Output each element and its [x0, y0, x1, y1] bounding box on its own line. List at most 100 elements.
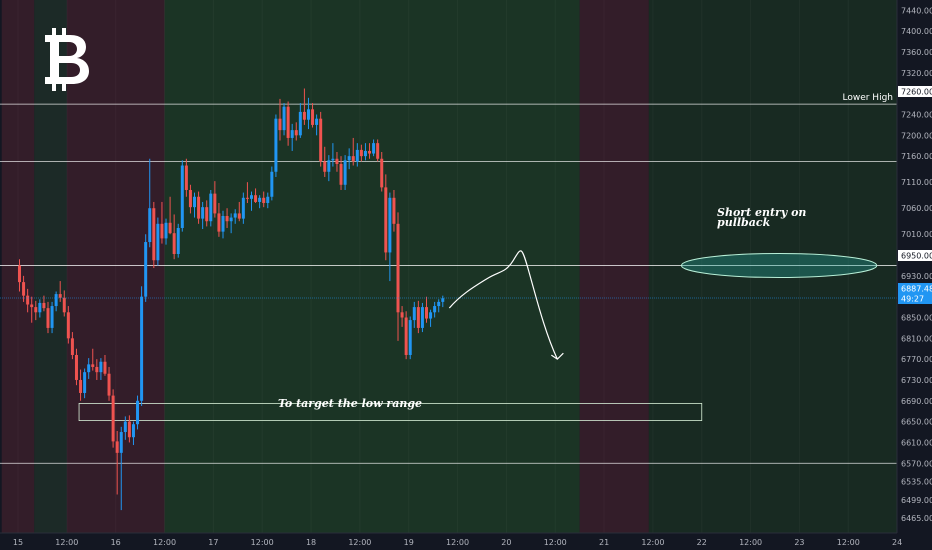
- candle-body: [148, 208, 152, 243]
- candle-body: [270, 171, 274, 197]
- candle-body: [103, 361, 107, 374]
- y-tick-label: 6535.00: [901, 477, 932, 486]
- y-tick-label: 7240.00: [901, 111, 932, 120]
- level-lines: [0, 103, 897, 464]
- candle-up: [148, 158, 152, 248]
- candle-body: [245, 197, 249, 199]
- candle-body: [91, 364, 95, 367]
- x-tick-label: 12:00: [544, 538, 567, 547]
- candle-body: [156, 223, 160, 261]
- candle-body: [197, 196, 201, 219]
- candle-down: [254, 188, 258, 203]
- candle-up: [123, 416, 127, 440]
- candle-up: [363, 143, 367, 161]
- y-tick-label: 7060.00: [901, 204, 932, 213]
- candle-body: [433, 306, 437, 313]
- y-tick-label: 6930.00: [901, 272, 932, 281]
- candle-body: [176, 227, 180, 255]
- candle-down: [115, 430, 119, 495]
- candle-body: [237, 213, 241, 219]
- candle-body: [95, 366, 99, 373]
- candle-down: [323, 146, 327, 177]
- candle-down: [380, 151, 384, 192]
- candle-body: [34, 307, 38, 313]
- candle-down: [384, 174, 388, 261]
- candle-down: [339, 156, 343, 190]
- candle-body: [351, 156, 355, 162]
- candle-body: [258, 197, 262, 202]
- candle-body: [50, 306, 54, 328]
- candle-body: [323, 161, 327, 172]
- candle-up: [372, 139, 376, 157]
- candle-up: [241, 192, 245, 224]
- candle-body: [119, 432, 123, 453]
- candle-up: [136, 395, 140, 430]
- x-tick-label: 12:00: [251, 538, 274, 547]
- candle-down: [311, 103, 315, 128]
- candle-body: [274, 118, 278, 172]
- candle-body: [87, 364, 91, 373]
- candle-up: [429, 309, 433, 327]
- candle-down: [396, 212, 400, 341]
- candle-down: [188, 184, 192, 214]
- x-tick-label: 23: [794, 538, 804, 547]
- x-tick-label: 19: [404, 538, 414, 547]
- candle-body: [99, 361, 103, 373]
- candle-body: [331, 158, 335, 161]
- x-tick-label: 18: [306, 538, 316, 547]
- candle-body: [290, 130, 294, 138]
- candle-down: [262, 191, 266, 208]
- x-tick-label: 12:00: [55, 538, 78, 547]
- candle-body: [412, 307, 416, 321]
- candle-body: [79, 379, 83, 393]
- candle-down: [392, 189, 396, 232]
- bitcoin-icon: [45, 28, 89, 91]
- candle-body: [66, 312, 70, 339]
- candle-up: [266, 192, 270, 209]
- candle-body: [74, 354, 78, 380]
- candle-up: [87, 358, 91, 379]
- candle-body: [278, 118, 282, 131]
- y-tick-label: 7110.00: [901, 178, 932, 187]
- y-tick-label: 7160.00: [901, 152, 932, 161]
- candle-body: [306, 109, 310, 120]
- candle-down: [26, 288, 30, 313]
- candle-down: [127, 415, 131, 443]
- y-tick-label: 7200.00: [901, 131, 932, 140]
- candle-up: [412, 301, 416, 328]
- candle-up: [420, 302, 424, 333]
- candle-up: [144, 234, 148, 302]
- candle-body: [425, 307, 428, 319]
- annotations: [448, 250, 878, 360]
- countdown-text: 49:27: [901, 295, 924, 304]
- candle-up: [282, 103, 286, 136]
- entry-price-tag: 6950.00: [898, 250, 932, 261]
- candle-down: [416, 300, 420, 334]
- candle-body: [241, 197, 245, 219]
- candle-down: [107, 366, 111, 401]
- candle-up: [38, 299, 42, 318]
- x-axis-panel[interactable]: [0, 533, 932, 550]
- candle-up: [249, 191, 253, 211]
- candle-body: [30, 304, 34, 308]
- x-tick-label: 17: [208, 538, 218, 547]
- candle-body: [339, 163, 343, 185]
- candle-up: [193, 192, 197, 218]
- candle-body: [359, 149, 363, 157]
- candle-down: [70, 332, 74, 360]
- session-band: [164, 0, 580, 533]
- candle-body: [372, 143, 376, 154]
- candle-down: [95, 359, 99, 380]
- x-tick-label: 12:00: [153, 538, 176, 547]
- candle-down: [400, 306, 404, 327]
- candle-body: [54, 294, 58, 307]
- candle-down: [91, 348, 95, 371]
- x-tick-label: 12:00: [739, 538, 762, 547]
- candle-body: [123, 421, 127, 433]
- candle-body: [18, 265, 21, 283]
- y-tick-label: 7440.00: [901, 6, 932, 15]
- current-price-tag: 6887.48 49:27: [898, 283, 932, 304]
- candle-up: [327, 155, 331, 182]
- target-box: [78, 402, 703, 421]
